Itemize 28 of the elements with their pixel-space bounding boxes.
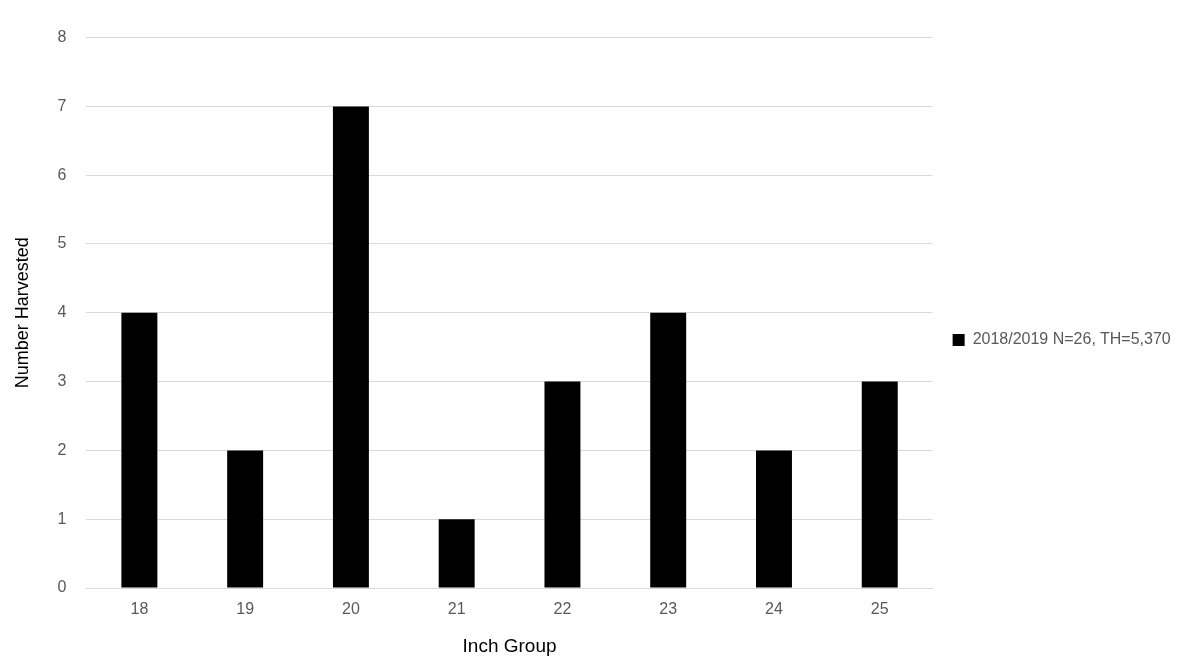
bar bbox=[650, 312, 687, 588]
y-tick-label: 2 bbox=[57, 440, 67, 458]
x-tick-label: 21 bbox=[447, 600, 466, 618]
x-tick-label: 25 bbox=[870, 600, 889, 618]
bar bbox=[544, 381, 581, 588]
y-tick-label: 5 bbox=[57, 234, 67, 252]
y-tick-label: 3 bbox=[57, 372, 67, 390]
x-tick-label: 18 bbox=[130, 600, 149, 618]
y-tick-label: 4 bbox=[57, 303, 67, 321]
x-tick-label: 19 bbox=[236, 600, 255, 618]
bar bbox=[227, 450, 264, 588]
x-tick-label: 24 bbox=[765, 600, 783, 618]
x-tick-label: 22 bbox=[553, 600, 572, 618]
bar bbox=[121, 312, 158, 588]
x-tick-label: 20 bbox=[342, 600, 360, 618]
y-tick-label: 6 bbox=[57, 165, 67, 183]
x-axis-title: Inch Group bbox=[462, 634, 557, 656]
y-tick-label: 0 bbox=[57, 578, 67, 596]
y-axis-title: Number Harvested bbox=[11, 237, 32, 389]
x-tick-label: 23 bbox=[659, 600, 678, 618]
bar bbox=[438, 519, 475, 588]
bar bbox=[756, 450, 792, 588]
bar bbox=[861, 381, 898, 588]
legend-label: 2018/2019 N=26, TH=5,370 bbox=[972, 330, 1171, 348]
y-tick-label: 8 bbox=[57, 28, 67, 46]
y-tick-label: 1 bbox=[57, 509, 67, 527]
bar bbox=[332, 106, 369, 588]
y-tick-label: 7 bbox=[57, 96, 67, 114]
